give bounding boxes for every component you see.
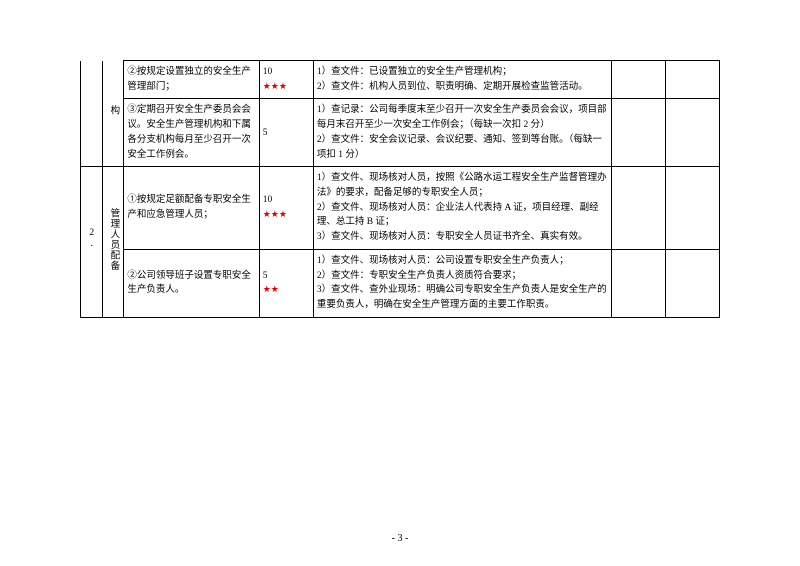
item-cell: ③定期召开安全生产委员会会议。安全生产管理机构和下属各分支机构每月至少召开一次安… [124, 99, 259, 167]
section-category-cell: 管理人员配备 [102, 167, 124, 317]
item-cell: ①按规定足额配备专职安全生产和应急管理人员； [124, 167, 259, 250]
star-rating: ★★ [263, 284, 279, 294]
score-value: 10 [263, 65, 310, 80]
empty-cell [665, 249, 719, 317]
score-cell: 5 [259, 99, 313, 167]
assessment-table: 构 ②按规定设置独立的安全生产管理部门； 10 ★★★ 1）查文件：已设置独立的… [80, 60, 720, 318]
section-index-cell [81, 61, 103, 167]
star-rating: ★★★ [263, 209, 287, 219]
table-row: 2. 管理人员配备 ①按规定足额配备专职安全生产和应急管理人员； 10 ★★★ … [81, 167, 720, 250]
check-cell: 1）查文件：已设置独立的安全生产管理机构； 2）查文件：机构人员到位、职责明确、… [313, 61, 611, 99]
empty-cell [665, 61, 719, 99]
category-label: 管理人员配备 [106, 208, 121, 271]
check-cell: 1）查文件、现场核对人员：公司设置专职安全生产负责人； 2）查文件：专职安全生产… [313, 249, 611, 317]
empty-cell [665, 99, 719, 167]
empty-cell [665, 167, 719, 250]
score-cell: 10 ★★★ [259, 61, 313, 99]
star-rating: ★★★ [263, 81, 287, 91]
section-index-cell: 2. [81, 167, 103, 317]
item-cell: ②公司领导班子设置专职安全生产负责人。 [124, 249, 259, 317]
page-number: - 3 - [0, 533, 800, 544]
score-value: 5 [263, 269, 310, 284]
score-cell: 5 ★★ [259, 249, 313, 317]
table-row: ②公司领导班子设置专职安全生产负责人。 5 ★★ 1）查文件、现场核对人员：公司… [81, 249, 720, 317]
category-label: 构 [106, 105, 121, 116]
assessment-table-container: 构 ②按规定设置独立的安全生产管理部门； 10 ★★★ 1）查文件：已设置独立的… [80, 60, 720, 318]
empty-cell [611, 61, 665, 99]
check-cell: 1）查文件、现场核对人员，按照《公路水运工程安全生产监督管理办法》的要求，配备足… [313, 167, 611, 250]
table-row: ③定期召开安全生产委员会会议。安全生产管理机构和下属各分支机构每月至少召开一次安… [81, 99, 720, 167]
section-category-cell: 构 [102, 61, 124, 167]
section-index: 2. [84, 228, 99, 250]
empty-cell [611, 249, 665, 317]
score-value: 5 [263, 126, 310, 141]
check-cell: 1）查记录：公司每季度末至少召开一次安全生产委员会会议，项目部每月末召开至少一次… [313, 99, 611, 167]
empty-cell [611, 167, 665, 250]
score-value: 10 [263, 193, 310, 208]
item-cell: ②按规定设置独立的安全生产管理部门； [124, 61, 259, 99]
table-row: 构 ②按规定设置独立的安全生产管理部门； 10 ★★★ 1）查文件：已设置独立的… [81, 61, 720, 99]
empty-cell [611, 99, 665, 167]
score-cell: 10 ★★★ [259, 167, 313, 250]
